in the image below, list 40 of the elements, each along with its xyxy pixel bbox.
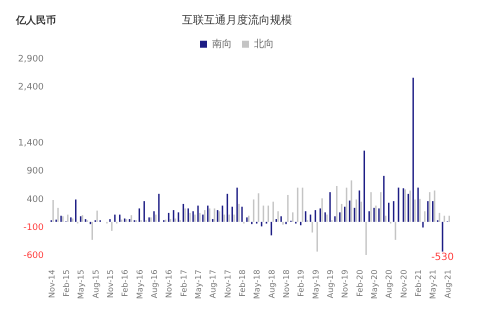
- x-tick-label: Nov-14: [47, 270, 56, 298]
- legend-label: 南向: [212, 38, 232, 50]
- y-axis-title: 亿人民币: [15, 14, 56, 27]
- x-tick-label: May-19: [311, 270, 320, 300]
- x-tick-label: Nov-15: [106, 270, 115, 298]
- x-tick-label: May-20: [370, 270, 380, 300]
- x-tick-label: Aug-18: [267, 270, 276, 298]
- x-tick-label: Feb-15: [62, 270, 71, 297]
- x-tick-label: Feb-20: [355, 270, 364, 297]
- x-tick-label: Aug-16: [150, 270, 159, 298]
- chart-title: 互联互通月度流向规模: [182, 13, 292, 26]
- x-tick-label: Nov-16: [164, 270, 174, 298]
- x-tick-label: May-16: [135, 270, 144, 300]
- y-tick-label: 900: [26, 166, 44, 177]
- legend-label: 北向: [254, 38, 274, 50]
- x-tick-label: May-15: [76, 270, 86, 300]
- y-tick-label: 2,400: [18, 82, 44, 93]
- x-tick-label: Feb-18: [238, 270, 248, 297]
- x-tick-label: Nov-17: [223, 270, 232, 298]
- x-tick-label: Feb-16: [120, 270, 130, 297]
- x-tick-label: May-21: [428, 270, 438, 300]
- x-tick-label: Aug-19: [326, 270, 336, 298]
- y-tick-label: -100: [23, 222, 44, 233]
- x-tick-label: Aug-15: [91, 270, 100, 298]
- x-tick-label: Aug-17: [208, 270, 218, 298]
- y-tick-label: 1,400: [18, 138, 44, 149]
- x-tick-label: Feb-21: [414, 270, 424, 297]
- x-tick-label: May-18: [252, 270, 262, 300]
- x-tick-label: Feb-19: [296, 270, 306, 297]
- y-tick-label: 400: [26, 194, 44, 205]
- x-tick-label: May-17: [194, 270, 204, 300]
- y-tick-label: -600: [23, 250, 44, 261]
- data-label: -530: [431, 252, 454, 264]
- x-tick-label: Nov-18: [282, 270, 292, 298]
- x-tick-label: Feb-17: [179, 270, 188, 297]
- x-tick-label: Aug-21: [443, 270, 452, 298]
- y-tick-label: 2,900: [18, 54, 44, 65]
- x-tick-label: Aug-20: [384, 270, 394, 298]
- x-tick-label: Nov-19: [340, 270, 350, 298]
- x-tick-label: Nov-20: [399, 270, 408, 298]
